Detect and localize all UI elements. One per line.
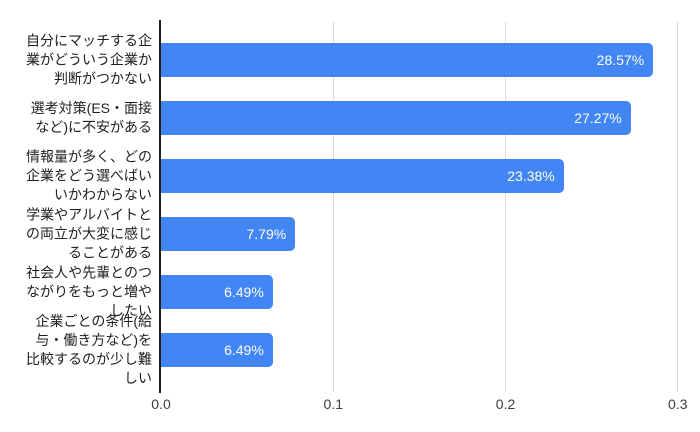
bar-value-label: 6.49% <box>224 284 264 300</box>
x-tick-label: 0.2 <box>495 396 516 412</box>
bar[interactable]: 27.27% <box>161 101 631 135</box>
category-axis: 自分にマッチする企 業がどういう企業か 判断がつかない選考対策(ES・面接 など… <box>0 22 152 388</box>
bar[interactable]: 23.38% <box>161 159 564 193</box>
gridline <box>505 22 507 392</box>
bar[interactable]: 28.57% <box>161 43 654 77</box>
bar-value-label: 27.27% <box>574 110 622 126</box>
bar[interactable]: 7.79% <box>161 217 296 251</box>
y-axis-line <box>159 20 161 393</box>
bar-value-label: 23.38% <box>507 168 555 184</box>
bar-value-label: 7.79% <box>246 226 287 242</box>
gridline <box>332 22 334 392</box>
x-axis: 0.0 0.1 0.2 0.3 <box>151 396 695 416</box>
x-tick-label: 0.3 <box>668 396 688 412</box>
x-tick-label: 0.1 <box>323 396 343 412</box>
category-label: 情報量が多く、どの 企業をどう選べばい いかわからない <box>26 148 152 203</box>
x-tick-label: 0.0 <box>151 396 171 412</box>
category-label: 学業やアルバイトと の両立が大変に感じ ることがある <box>26 206 152 261</box>
category-label: 選考対策(ES・面接 など)に不安がある <box>30 100 152 135</box>
bar-value-label: 6.49% <box>224 342 264 358</box>
category-label: 企業ごとの条件(給 与・働き方など)を 比較するのが少し難 しい <box>26 313 152 386</box>
gridline <box>677 22 679 392</box>
category-label: 自分にマッチする企 業がどういう企業か 判断がつかない <box>26 32 152 87</box>
bar-value-label: 28.57% <box>596 52 645 68</box>
bar[interactable]: 6.49% <box>161 333 273 367</box>
category-label: 社会人や先輩とのつ ながりをもっと増や したい <box>26 264 152 319</box>
plot-area: 28.57% 27.27% 23.38% 7.79% 6.49% 6.49% <box>159 20 695 393</box>
bar[interactable]: 6.49% <box>161 275 273 309</box>
